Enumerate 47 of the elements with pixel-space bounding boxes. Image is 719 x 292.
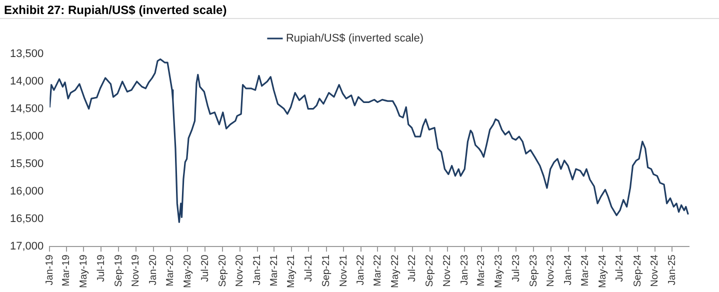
x-tick-label: May-20 — [182, 254, 194, 288]
x-tick-label: Jan-20 — [148, 254, 160, 286]
x-tick-label: Nov-20 — [234, 254, 246, 287]
y-tick-label: 16,500 — [10, 213, 44, 226]
x-tick-label: Sep-23 — [528, 254, 540, 287]
x-tick-label: Jul-20 — [200, 254, 211, 282]
y-tick-label: 13,500 — [10, 48, 44, 60]
x-tick-label: May-19 — [78, 254, 90, 288]
x-tick-label: May-23 — [493, 254, 504, 288]
x-tick-label: Jan-24 — [563, 254, 574, 286]
x-tick-label: Jan-19 — [44, 254, 56, 286]
x-tick-label: Jan-22 — [356, 254, 367, 286]
x-tick-label: Sep-22 — [424, 254, 436, 287]
x-tick-label: Mar-24 — [580, 254, 592, 286]
x-tick-label: May-22 — [390, 254, 401, 288]
x-tick-label: Sep-20 — [217, 254, 228, 287]
x-tick-label: Nov-24 — [650, 254, 661, 287]
x-tick-label: Nov-23 — [546, 254, 557, 287]
x-tick-label: Nov-22 — [442, 254, 454, 287]
y-tick-label: 14,500 — [10, 103, 44, 116]
x-tick-label: Jul-21 — [303, 254, 314, 282]
x-tick-label: Nov-19 — [130, 254, 142, 287]
x-tick-label: Sep-21 — [321, 254, 332, 287]
y-tick-label: 17,000 — [10, 240, 44, 253]
x-tick-label: Jul-24 — [614, 254, 626, 282]
x-tick-label: May-24 — [597, 254, 608, 288]
x-tick-label: May-21 — [286, 254, 298, 288]
x-tick-label: Jan-25 — [666, 254, 678, 286]
x-tick-label: Jan-21 — [252, 254, 264, 286]
x-tick-label: Mar-23 — [476, 254, 488, 286]
x-tick-label: Mar-19 — [61, 254, 72, 286]
x-tick-label: Mar-22 — [372, 254, 384, 286]
x-tick-label: Mar-20 — [165, 254, 176, 286]
x-tick-label: Sep-19 — [113, 254, 124, 287]
x-tick-label: Jul-22 — [407, 254, 418, 282]
y-tick-label: 14,000 — [10, 76, 44, 88]
x-tick-label: Jul-19 — [96, 254, 107, 282]
x-tick-label: Jan-23 — [459, 254, 470, 286]
chart-title: Exhibit 27: Rupiah/US$ (inverted scale) — [0, 0, 719, 19]
x-tick-label: Sep-24 — [632, 254, 644, 287]
y-tick-label: 16,000 — [10, 186, 44, 198]
y-tick-label: 15,000 — [10, 130, 44, 143]
x-tick-label: Jul-23 — [510, 254, 522, 282]
x-tick-label: Mar-21 — [268, 254, 280, 286]
x-tick-label: Nov-21 — [338, 254, 350, 287]
y-tick-label: 15,500 — [10, 158, 44, 170]
legend-label: Rupiah/US$ (inverted scale) — [286, 32, 424, 45]
